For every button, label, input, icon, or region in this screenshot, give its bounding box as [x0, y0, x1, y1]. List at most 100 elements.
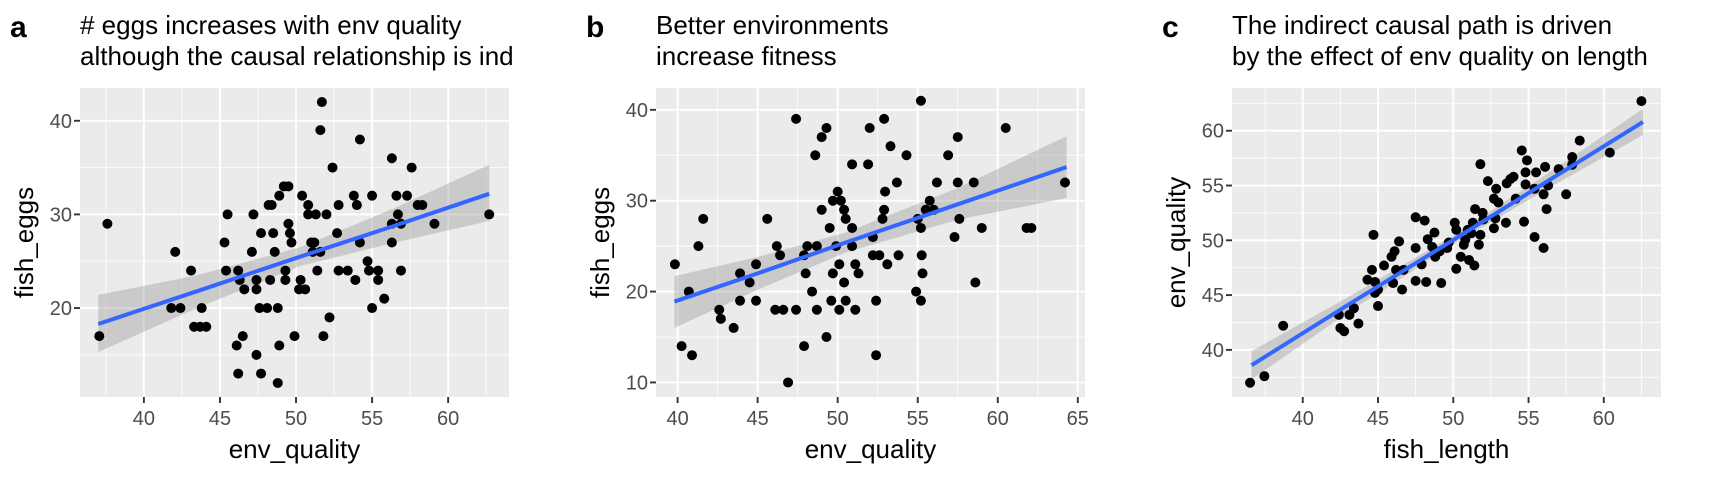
data-point: [1477, 207, 1488, 218]
data-point: [1604, 147, 1615, 158]
data-point: [272, 303, 283, 314]
data-point: [762, 213, 773, 224]
data-point: [834, 259, 845, 270]
data-point: [850, 304, 861, 315]
data-point: [327, 162, 338, 173]
data-point: [402, 190, 413, 201]
data-point: [254, 303, 265, 314]
data-point: [237, 331, 248, 342]
data-point: [280, 274, 291, 285]
data-point: [312, 265, 323, 276]
data-point: [924, 195, 935, 206]
panel-label: b: [586, 11, 604, 44]
x-tick-label: 60: [1593, 408, 1615, 430]
data-point: [676, 341, 687, 352]
data-point: [324, 312, 335, 323]
x-axis-title: env_quality: [805, 434, 937, 464]
data-point: [1475, 229, 1486, 240]
data-point: [386, 237, 397, 248]
data-point: [877, 213, 888, 224]
data-point: [1469, 260, 1480, 271]
data-point: [391, 190, 402, 201]
data-point: [1508, 171, 1519, 182]
data-point: [770, 304, 781, 315]
data-point: [186, 265, 197, 276]
data-point: [248, 209, 259, 220]
data-point: [827, 195, 838, 206]
panel-title-line: # eggs increases with env quality: [80, 10, 462, 40]
data-point: [751, 295, 762, 306]
data-point: [373, 274, 384, 285]
data-point: [853, 268, 864, 279]
data-point: [239, 284, 250, 295]
data-point: [231, 340, 242, 351]
data-point: [871, 350, 882, 361]
data-point: [321, 209, 332, 220]
data-point: [915, 222, 926, 233]
data-point: [316, 97, 327, 108]
data-point: [315, 125, 326, 136]
data-point: [744, 277, 755, 288]
data-point: [791, 304, 802, 315]
data-point: [429, 218, 440, 229]
data-point: [847, 241, 858, 252]
data-point: [1373, 301, 1384, 312]
x-tick-label: 65: [1067, 408, 1089, 430]
data-point: [1482, 176, 1493, 187]
data-point: [799, 341, 810, 352]
plot-background: [656, 88, 1085, 397]
data-point: [94, 331, 105, 342]
data-point: [348, 190, 359, 201]
data-point: [840, 295, 851, 306]
data-point: [1436, 278, 1447, 289]
data-point: [246, 246, 257, 257]
data-point: [386, 153, 397, 164]
data-point: [1368, 229, 1379, 240]
data-point: [949, 232, 960, 243]
data-point: [824, 222, 835, 233]
data-point: [954, 213, 965, 224]
data-point: [1473, 239, 1484, 250]
y-tick-label: 60: [1202, 121, 1224, 143]
data-point: [170, 246, 181, 257]
data-point: [102, 218, 113, 229]
data-point: [821, 332, 832, 343]
x-tick-label: 45: [1367, 408, 1389, 430]
data-point: [911, 286, 922, 297]
data-point: [484, 209, 495, 220]
data-point: [1522, 155, 1533, 166]
data-point: [280, 265, 291, 276]
data-point: [1531, 167, 1542, 178]
data-point: [310, 209, 321, 220]
y-tick-label: 30: [50, 204, 72, 226]
data-point: [1520, 179, 1531, 190]
data-point: [333, 265, 344, 276]
data-point: [309, 237, 320, 248]
data-point: [1538, 242, 1549, 253]
y-tick-label: 10: [626, 372, 648, 394]
data-point: [350, 274, 361, 285]
data-point: [256, 368, 267, 379]
panel-title-line: The indirect causal path is driven: [1232, 10, 1612, 40]
data-point: [1451, 224, 1462, 235]
data-point: [915, 95, 926, 106]
x-tick-label: 50: [827, 408, 849, 430]
data-point: [871, 295, 882, 306]
data-point: [885, 141, 896, 152]
data-point: [297, 190, 308, 201]
x-tick-label: 60: [987, 408, 1009, 430]
data-point: [251, 274, 262, 285]
data-point: [715, 313, 726, 324]
data-point: [816, 132, 827, 143]
data-point: [735, 268, 746, 279]
data-point: [406, 162, 417, 173]
data-point: [284, 228, 295, 239]
data-point: [373, 265, 384, 276]
data-point: [1394, 236, 1405, 247]
panel-label: a: [10, 11, 27, 44]
data-point: [266, 200, 277, 211]
data-point: [1410, 212, 1421, 223]
data-point: [891, 177, 902, 188]
data-point: [669, 259, 680, 270]
